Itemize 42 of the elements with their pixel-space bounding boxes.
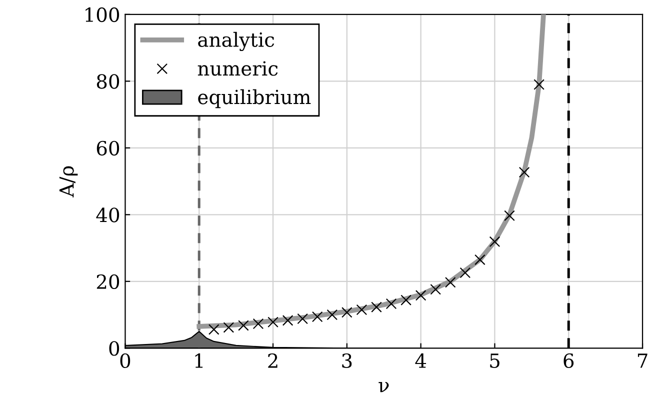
point <box>297 313 308 324</box>
legend-label: numeric <box>198 61 278 76</box>
x-tick-label: 5 <box>490 354 500 368</box>
point <box>444 276 456 288</box>
legend-label: equilibrium <box>198 89 311 108</box>
y-tick-label: 0 <box>109 341 120 356</box>
x-tick-label: 4 <box>415 353 426 368</box>
y-tick-label: 80 <box>96 74 120 89</box>
point <box>474 254 486 266</box>
point <box>268 316 278 328</box>
point <box>223 322 234 333</box>
point <box>386 298 397 310</box>
y-tick-label: 40 <box>96 208 120 222</box>
point <box>400 294 412 306</box>
x-tick-label: 7 <box>638 354 648 368</box>
point <box>342 307 352 318</box>
point <box>504 210 515 222</box>
x-tick-label: 2 <box>268 353 278 368</box>
point <box>415 290 426 301</box>
point <box>282 315 294 326</box>
y-axis-title: A/ρ <box>59 166 78 198</box>
x-tick-label: 0 <box>120 353 130 368</box>
y-tick-label: 60 <box>96 140 120 156</box>
x-tick-label: 6 <box>564 353 574 368</box>
point <box>208 324 220 335</box>
point <box>534 79 544 90</box>
x-axis-title: ν <box>378 382 389 392</box>
legend-label: analytic <box>198 32 274 52</box>
point <box>518 166 530 178</box>
x-tick-label: 3 <box>342 353 352 368</box>
point <box>238 320 249 331</box>
point <box>489 236 500 248</box>
x-tick-label: 1 <box>195 353 203 368</box>
point <box>312 311 323 322</box>
y-tick-label: 100 <box>86 7 120 22</box>
y-tick-label: 20 <box>96 274 120 290</box>
point <box>371 302 382 313</box>
point <box>430 284 442 295</box>
point <box>356 304 368 316</box>
point <box>326 309 338 320</box>
point <box>460 267 471 278</box>
point <box>252 318 264 330</box>
